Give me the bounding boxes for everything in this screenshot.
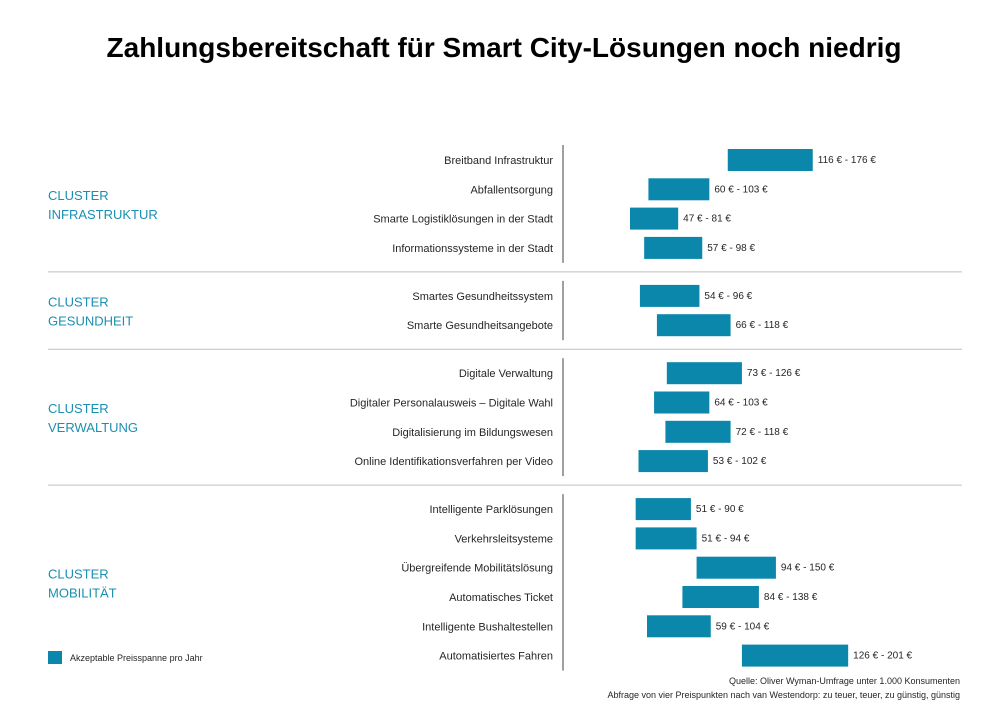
category-label: Digitaler Personalausweis – Digitale Wah…: [350, 398, 553, 410]
category-label: Intelligente Parklösungen: [429, 504, 553, 516]
price-range-bar: [682, 586, 759, 608]
price-range-bar: [635, 498, 691, 521]
value-label: 57 € - 98 €: [707, 243, 755, 254]
price-range-bar: [639, 284, 700, 307]
price-range-bar: [696, 556, 776, 579]
category-label: Abfallentsorgung: [470, 184, 553, 196]
cluster-label: CLUSTER MOBILITÄT: [48, 566, 117, 600]
value-label: 47 € - 81 €: [683, 214, 731, 225]
value-label: 51 € - 90 €: [696, 504, 744, 515]
price-range-bar: [635, 527, 697, 550]
category-label: Intelligente Bushaltestellen: [422, 621, 553, 633]
value-label: 64 € - 103 €: [714, 398, 768, 409]
value-label: 72 € - 118 €: [736, 427, 789, 438]
price-range-bar: [741, 644, 849, 667]
chart-title: Zahlungsbereitschaft für Smart City-Lösu…: [106, 32, 902, 63]
price-range-bar: [644, 236, 703, 259]
category-label: Breitband Infrastruktur: [444, 155, 553, 167]
value-label: 84 € - 138 €: [764, 592, 818, 603]
category-label: Digitale Verwaltung: [459, 368, 553, 380]
category-label: Automatisiertes Fahren: [439, 651, 553, 663]
category-label: Smartes Gesundheitssystem: [412, 291, 553, 303]
value-label: 126 € - 201 €: [853, 651, 912, 662]
price-range-bar: [648, 178, 710, 201]
category-label: Automatisches Ticket: [449, 592, 553, 604]
legend: Akzeptable Preisspanne pro Jahr: [48, 651, 203, 664]
price-range-bar: [665, 420, 731, 443]
price-range-bar: [647, 615, 711, 638]
legend-label: Akzeptable Preisspanne pro Jahr: [70, 652, 203, 663]
footnote-source: Quelle: Oliver Wyman-Umfrage unter 1.000…: [728, 676, 960, 686]
category-label: Übergreifende Mobilitätslösung: [401, 563, 553, 575]
category-label: Digitalisierung im Bildungswesen: [392, 427, 553, 439]
category-label: Informationssysteme in der Stadt: [392, 243, 553, 255]
category-label: Verkehrsleitsysteme: [455, 533, 553, 545]
legend-swatch: [48, 651, 62, 664]
price-range-bar: [656, 314, 731, 337]
price-range-bar: [630, 207, 679, 230]
category-label: Smarte Gesundheitsangebote: [407, 320, 553, 332]
price-range-bar: [638, 450, 708, 473]
price-range-bar: [654, 391, 710, 414]
value-label: 51 € - 94 €: [702, 533, 750, 544]
value-label: 66 € - 118 €: [736, 320, 789, 331]
price-range-bar: [666, 362, 742, 385]
category-label: Smarte Logistiklösungen in der Stadt: [373, 214, 553, 226]
cluster-label: CLUSTER GESUNDHEIT: [48, 295, 133, 329]
category-label: Online Identifikationsverfahren per Vide…: [354, 456, 553, 468]
value-label: 116 € - 176 €: [818, 155, 877, 166]
value-label: 60 € - 103 €: [714, 184, 768, 195]
value-label: 53 € - 102 €: [713, 456, 767, 467]
value-label: 73 € - 126 €: [747, 368, 801, 379]
value-label: 54 € - 96 €: [704, 291, 752, 302]
cluster-label: CLUSTER INFRASTRUKTUR: [48, 188, 158, 222]
footnote-method: Abfrage von vier Preispunkten nach van W…: [607, 690, 960, 700]
value-label: 94 € - 150 €: [781, 563, 835, 574]
cluster-label: CLUSTER VERWALTUNG: [48, 401, 138, 435]
price-range-bar: [727, 149, 813, 171]
value-label: 59 € - 104 €: [716, 621, 770, 632]
